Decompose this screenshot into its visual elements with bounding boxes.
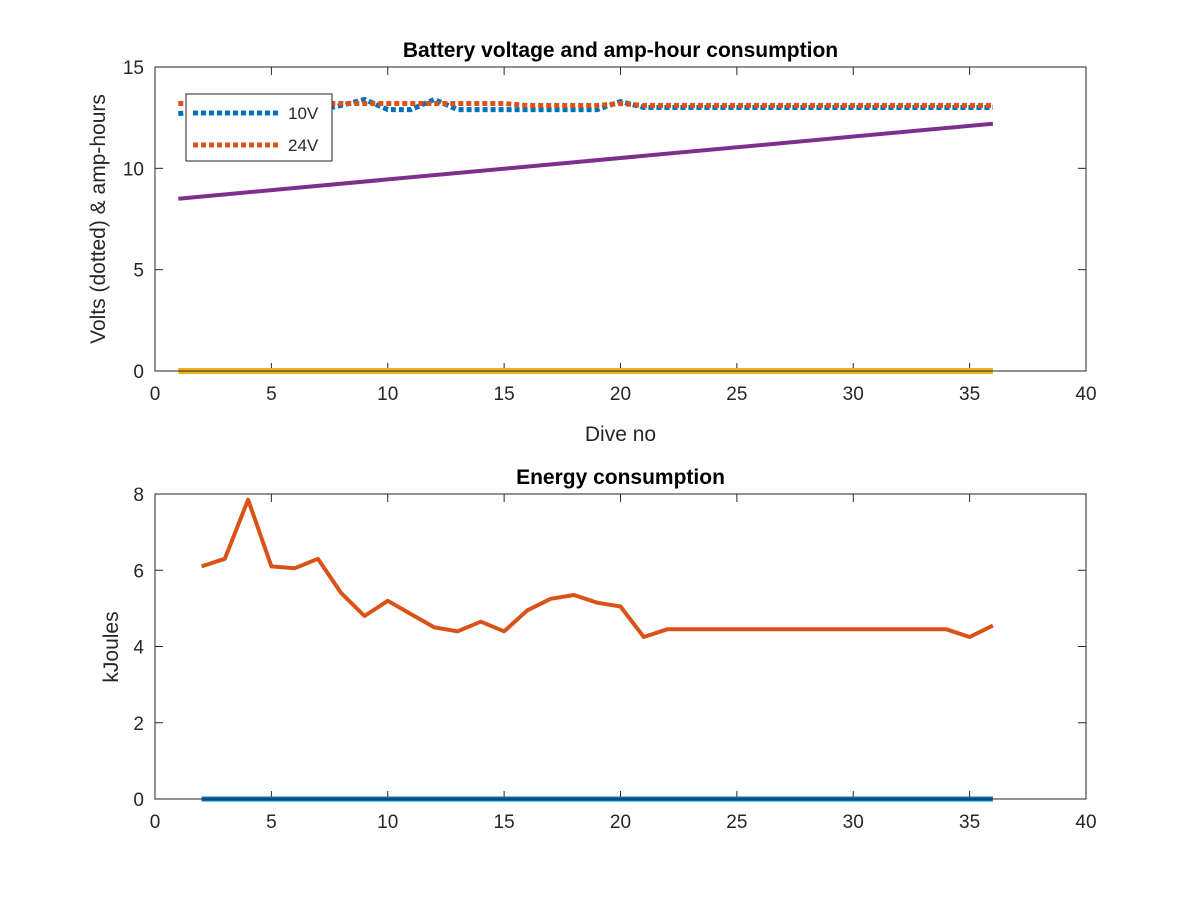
top-y-tick-label: 10 bbox=[123, 159, 144, 180]
top-x-axis-label: Dive no bbox=[585, 423, 656, 446]
bottom-x-tick-label: 40 bbox=[1075, 812, 1096, 833]
top-x-tick-label: 0 bbox=[150, 384, 161, 405]
top-legend: 10V 24V bbox=[185, 93, 333, 162]
top-x-tick-label: 20 bbox=[610, 384, 631, 405]
bottom-y-tick-label: 4 bbox=[133, 638, 144, 659]
bottom-y-tick-label: 0 bbox=[133, 790, 144, 811]
bottom-axis-ticks: 0 5 10 15 20 25 30 35 40 0 2 4 6 8 bbox=[133, 485, 1096, 833]
bottom-plot-frame bbox=[154, 493, 1087, 800]
top-plot-frame bbox=[154, 66, 1087, 372]
top-x-tick-label: 40 bbox=[1075, 384, 1096, 405]
voltage-amphour-axes: Battery voltage and amp-hour consumption… bbox=[87, 39, 1097, 446]
bottom-x-tick-label: 5 bbox=[266, 812, 277, 833]
bottom-x-tick-label: 15 bbox=[494, 812, 515, 833]
bottom-y-tick-label: 8 bbox=[133, 485, 144, 506]
bottom-x-tick-label: 25 bbox=[726, 812, 747, 833]
legend-box bbox=[185, 93, 333, 162]
bottom-chart-title: Energy consumption bbox=[516, 466, 725, 489]
bottom-y-tick-label: 2 bbox=[133, 714, 144, 735]
bottom-x-tick-label: 0 bbox=[150, 812, 161, 833]
top-y-axis-label: Volts (dotted) & amp-hours bbox=[87, 94, 110, 344]
top-y-tick-label: 0 bbox=[133, 362, 144, 383]
legend-label-24v: 24V bbox=[288, 136, 319, 155]
bottom-x-tick-label: 10 bbox=[377, 812, 398, 833]
top-x-tick-label: 25 bbox=[726, 384, 747, 405]
top-x-tick-label: 10 bbox=[377, 384, 398, 405]
energy-axes: Energy consumption 0 5 10 15 20 25 30 35 40 0 2 4 6 8… bbox=[100, 466, 1097, 833]
legend-label-10v: 10V bbox=[288, 104, 319, 123]
top-axis-ticks: 0 5 10 15 20 25 30 35 40 0 5 10 15 bbox=[123, 58, 1097, 405]
top-x-tick-label: 35 bbox=[959, 384, 980, 405]
bottom-y-axis-label: kJoules bbox=[100, 611, 123, 682]
top-series-line-10v bbox=[178, 96, 993, 117]
top-series-line-line-3 bbox=[178, 121, 994, 201]
top-y-tick-label: 5 bbox=[133, 261, 144, 282]
bottom-y-tick-label: 6 bbox=[133, 561, 144, 582]
bottom-x-tick-label: 30 bbox=[843, 812, 864, 833]
top-x-tick-label: 15 bbox=[494, 384, 515, 405]
top-y-tick-label: 15 bbox=[123, 58, 144, 79]
bottom-series-line-line-1 bbox=[200, 497, 994, 639]
bottom-x-tick-label: 20 bbox=[610, 812, 631, 833]
bottom-x-tick-label: 35 bbox=[959, 812, 980, 833]
top-x-tick-label: 30 bbox=[843, 384, 864, 405]
top-x-tick-label: 5 bbox=[266, 384, 277, 405]
top-chart-title: Battery voltage and amp-hour consumption bbox=[403, 39, 838, 62]
